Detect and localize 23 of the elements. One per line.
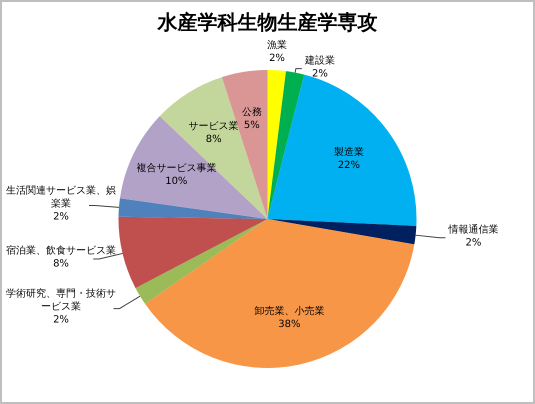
data-label: 10% (165, 176, 188, 187)
slice-label: 情報通信業 (447, 223, 498, 236)
data-label: 2% (53, 212, 69, 223)
slice-label: 漁業 (267, 38, 288, 51)
data-label: 2% (269, 52, 285, 64)
data-label: 2% (466, 237, 482, 248)
chart-title: 水産学科生物生産学専攻 (156, 10, 378, 34)
slice-label: 製造業 (334, 146, 364, 158)
slice-label: 宿泊業、飲食サービス業 (6, 244, 116, 257)
data-label: 38% (278, 319, 301, 330)
slice-label: 建設業 (304, 54, 335, 66)
slice-label: 学術研究、専門・技術サービス業 (6, 288, 116, 313)
slice-label: サービス業 (188, 120, 239, 132)
slice-label: 公務 (242, 106, 262, 118)
data-label: 2% (53, 314, 69, 326)
slice-label: 卸売業、小売業 (254, 305, 324, 318)
data-label: 2% (312, 68, 328, 80)
data-label: 22% (338, 160, 360, 171)
slice-label: 生活関連サービス業、娯楽業 (6, 184, 116, 210)
data-label: 8% (206, 134, 222, 146)
data-label: 5% (244, 120, 260, 131)
slice-label: 複合サービス事業 (136, 162, 216, 174)
data-label: 8% (53, 258, 69, 270)
